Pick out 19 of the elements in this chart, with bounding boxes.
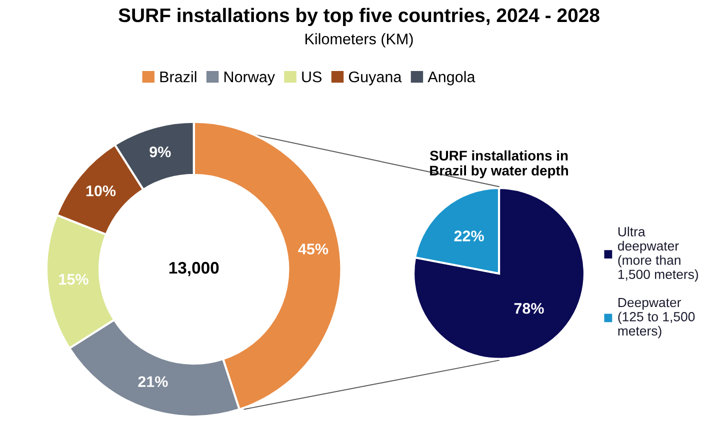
legend-label: Angola (428, 71, 476, 86)
text: 13,000 (169, 262, 219, 276)
legend-label: US (302, 71, 322, 82)
data-label: 15% (59, 274, 88, 285)
legend-label: Brazil (160, 71, 196, 82)
data-label: 78% (514, 302, 544, 314)
data-label: 22% (454, 230, 484, 242)
data-label: 9% (150, 146, 171, 158)
chart-title: SURF installations by top five countries, 2024 - 2028 (118, 8, 600, 26)
chart-subtitle: Kilometers (KM) (306, 33, 413, 48)
data-label: 45% (298, 244, 328, 254)
legend-label: Guyana (348, 71, 402, 86)
legend-label: Deepwater (125 to 1,500 meters) (618, 298, 695, 338)
data-label: 10% (86, 185, 116, 196)
data-label: 21% (138, 376, 168, 388)
chart-title: SURF installations in Brazil by water depth (430, 150, 568, 178)
pie-slice (412, 186, 586, 360)
legend-label: Norway (224, 72, 275, 86)
legend-label: Ultra deepwater (more than 1,500 meters) (618, 226, 698, 282)
